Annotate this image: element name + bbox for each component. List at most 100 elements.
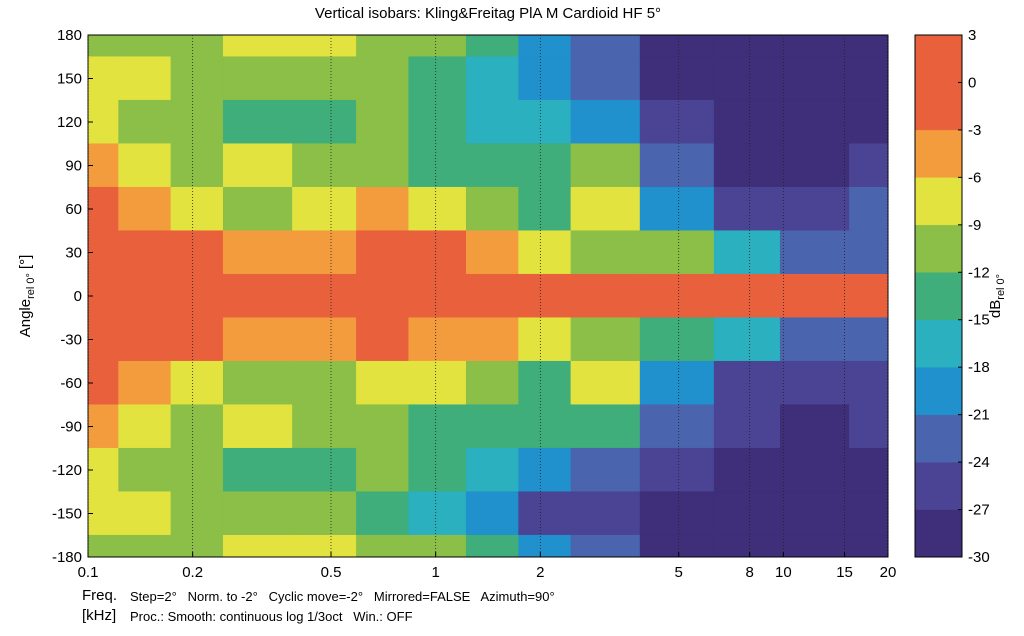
contour-cell	[356, 491, 410, 536]
contour-cell	[408, 447, 467, 493]
contour-cell	[292, 186, 357, 232]
contour-cell	[222, 34, 293, 58]
contour-cell	[570, 273, 641, 319]
x-tick-label: 20	[880, 564, 897, 581]
contour-cell	[465, 317, 519, 362]
contour-cell	[222, 317, 293, 362]
contour-cell	[170, 34, 224, 58]
contour-cell	[518, 317, 572, 362]
contour-cell	[779, 317, 850, 362]
contour-cell	[408, 56, 467, 101]
x-tick-label: 0.5	[321, 564, 342, 581]
contour-cell	[465, 186, 519, 232]
contour-cell	[779, 143, 850, 188]
contour-cell	[465, 360, 519, 406]
contour-cell	[465, 99, 519, 145]
colorbar-tick-label: -18	[968, 359, 990, 376]
contour-cell	[356, 273, 410, 319]
contour-cell	[849, 273, 889, 319]
colorbar-tick-label: -6	[968, 169, 981, 186]
contour-cell	[118, 230, 172, 275]
contour-cell	[118, 273, 172, 319]
contour-cell	[849, 34, 889, 58]
contour-cell	[713, 534, 781, 558]
contour-cell	[713, 34, 781, 58]
contour-cell	[570, 404, 641, 449]
contour-cell	[292, 491, 357, 536]
contour-cell	[87, 534, 119, 558]
contour-cell	[570, 56, 641, 101]
y-tick-label: 0	[74, 288, 82, 305]
contour-cell	[118, 491, 172, 536]
contour-cell	[639, 447, 715, 493]
contour-cell	[779, 230, 850, 275]
contour-cell	[87, 99, 119, 145]
contour-cell	[849, 99, 889, 145]
contour-cell	[408, 230, 467, 275]
colorbar-tick-label: 3	[968, 27, 976, 44]
contour-cell	[170, 273, 224, 319]
contour-cell	[570, 360, 641, 406]
contour-cell	[356, 230, 410, 275]
contour-cell	[779, 34, 850, 58]
y-label-sub: rel 0°	[25, 273, 37, 299]
y-tick-label: -60	[60, 375, 82, 392]
contour-cell	[779, 56, 850, 101]
contour-cell	[170, 99, 224, 145]
colorbar-band	[914, 509, 963, 558]
contour-cell	[356, 186, 410, 232]
contour-cell	[222, 447, 293, 493]
colorbar-tick-label: -3	[968, 122, 981, 139]
x-tick-label: 8	[745, 564, 753, 581]
y-tick-label: -120	[52, 462, 82, 479]
contour-cell	[779, 186, 850, 232]
y-tick-label: 90	[65, 158, 82, 175]
contour-cell	[639, 230, 715, 275]
contour-cell	[408, 34, 467, 58]
colorbar-band	[914, 366, 963, 415]
contour-cell	[849, 143, 889, 188]
contour-cell	[408, 404, 467, 449]
contour-cell	[292, 534, 357, 558]
contour-cell	[408, 143, 467, 188]
contour-cell	[87, 447, 119, 493]
contour-cell	[849, 317, 889, 362]
contour-cell	[170, 491, 224, 536]
contour-cell	[518, 534, 572, 558]
contour-cell	[639, 404, 715, 449]
colorbar-band	[914, 34, 963, 131]
contour-cell	[570, 34, 641, 58]
colorbar-tick-label: -21	[968, 407, 990, 424]
contour-cell	[639, 34, 715, 58]
contour-cell	[779, 404, 850, 449]
contour-cell	[170, 404, 224, 449]
colorbar-band	[914, 224, 963, 273]
contour-cell	[222, 534, 293, 558]
colorbar-frame	[914, 34, 963, 558]
contour-cell	[779, 447, 850, 493]
contour-cell	[713, 99, 781, 145]
y-tick-label: -180	[52, 549, 82, 566]
y-tick-label: 30	[65, 245, 82, 262]
contour-cell	[408, 360, 467, 406]
y-label-main: Angle	[17, 299, 34, 337]
contour-cell	[518, 143, 572, 188]
contour-cell	[170, 317, 224, 362]
colorbar-band	[914, 414, 963, 463]
contour-cell	[465, 534, 519, 558]
contour-cell	[518, 491, 572, 536]
colorbar-tick-label: -24	[968, 454, 990, 471]
axes: 0.1 0.2 0.5 1 2 5 8 10 15 20 180 150 120 90 60 30 0 -30 -6…	[52, 27, 896, 581]
contour-cell	[170, 534, 224, 558]
contour-cell	[639, 273, 715, 319]
colorbar-band	[914, 129, 963, 178]
contour-cell	[170, 360, 224, 406]
x-tick-label: 10	[775, 564, 792, 581]
contour-cell	[356, 447, 410, 493]
contour-cell	[292, 360, 357, 406]
contour-cell	[570, 186, 641, 232]
x-tick-label: 5	[675, 564, 683, 581]
contour-cell	[639, 317, 715, 362]
contour-cell	[118, 317, 172, 362]
